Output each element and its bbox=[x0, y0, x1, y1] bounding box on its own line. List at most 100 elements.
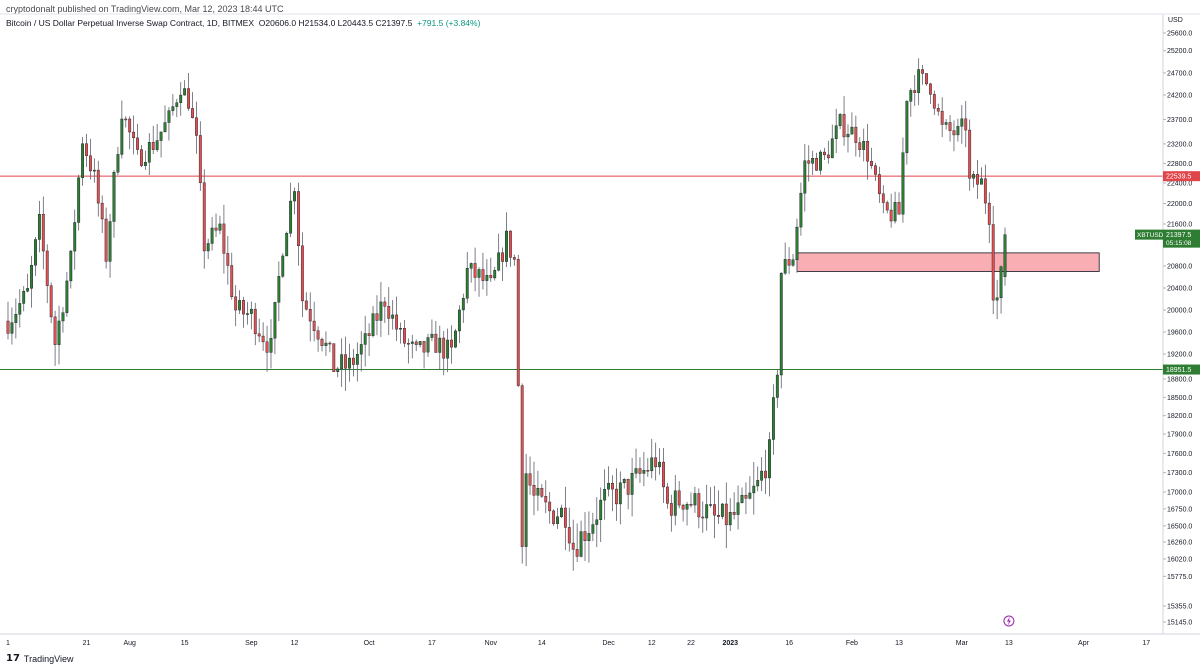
candle-down bbox=[151, 142, 155, 150]
candle-up bbox=[454, 330, 457, 348]
candle-down bbox=[611, 482, 614, 490]
candle-down bbox=[932, 94, 936, 109]
candle-down bbox=[304, 300, 308, 310]
candle-down bbox=[662, 461, 665, 488]
candle-up bbox=[740, 494, 744, 503]
y-tick-label: 18200.0 bbox=[1167, 413, 1192, 420]
candle-up bbox=[760, 470, 764, 481]
candle-down bbox=[921, 69, 924, 74]
x-tick-label: Aug bbox=[123, 640, 136, 647]
candle-down bbox=[387, 306, 391, 319]
candle-up bbox=[410, 341, 414, 344]
x-tick-label: 1 bbox=[6, 640, 10, 647]
candle-down bbox=[202, 182, 206, 252]
candle-up bbox=[752, 485, 756, 494]
candle-down bbox=[100, 202, 104, 220]
candle-down bbox=[654, 457, 658, 468]
candle-up bbox=[77, 177, 81, 223]
candle-down bbox=[646, 470, 650, 472]
candle-up bbox=[430, 333, 434, 338]
candle-up bbox=[477, 269, 481, 278]
candle-down bbox=[571, 542, 575, 550]
candle-down bbox=[858, 142, 862, 150]
candle-down bbox=[787, 259, 791, 266]
candle-down bbox=[874, 165, 877, 175]
candle-down bbox=[191, 108, 194, 118]
candle-up bbox=[273, 302, 277, 339]
candle-up bbox=[803, 160, 807, 194]
candle-up bbox=[281, 255, 285, 277]
candle-down bbox=[563, 507, 567, 528]
candle-up bbox=[26, 288, 30, 292]
candle-up bbox=[1003, 234, 1007, 277]
candle-up bbox=[972, 174, 976, 179]
candle-down bbox=[383, 301, 387, 307]
candle-down bbox=[677, 490, 681, 506]
bar-countdown: 05:15:08 bbox=[1166, 240, 1192, 247]
candle-down bbox=[940, 110, 944, 125]
candle-down bbox=[124, 118, 128, 121]
candle-up bbox=[838, 114, 842, 126]
resistance-price-label: 22539.5 bbox=[1166, 174, 1191, 181]
y-tick-label: 20400.0 bbox=[1167, 286, 1192, 293]
x-tick-label: 21 bbox=[83, 640, 91, 647]
candle-down bbox=[375, 313, 379, 321]
candle-down bbox=[489, 275, 493, 279]
last-price-tag bbox=[1163, 229, 1200, 248]
candle-down bbox=[344, 354, 347, 369]
candle-down bbox=[548, 501, 552, 512]
candle-up bbox=[108, 221, 112, 262]
x-tick-label: 15 bbox=[181, 640, 189, 647]
candle-up bbox=[336, 368, 340, 372]
candle-up bbox=[622, 479, 626, 484]
candle-up bbox=[591, 524, 595, 534]
candle-up bbox=[206, 243, 210, 252]
candle-up bbox=[210, 227, 214, 244]
candle-down bbox=[442, 337, 446, 359]
candle-up bbox=[34, 239, 37, 266]
candle-up bbox=[650, 457, 654, 472]
candle-up bbox=[830, 138, 834, 159]
y-tick-label: 24200.0 bbox=[1167, 93, 1192, 100]
candle-up bbox=[469, 263, 473, 269]
x-tick-label: 16 bbox=[785, 640, 793, 647]
candle-down bbox=[583, 531, 587, 542]
x-tick-label: Dec bbox=[602, 640, 615, 647]
x-tick-label: 17 bbox=[1142, 640, 1150, 647]
candle-down bbox=[434, 333, 438, 353]
candle-down bbox=[764, 470, 767, 479]
candle-down bbox=[297, 191, 300, 247]
x-tick-label: 2023 bbox=[722, 640, 738, 647]
candle-up bbox=[348, 357, 351, 369]
candle-up bbox=[720, 503, 724, 517]
candle-down bbox=[681, 504, 685, 510]
candle-up bbox=[775, 374, 779, 398]
candle-down bbox=[701, 516, 705, 519]
candle-down bbox=[987, 202, 991, 225]
candle-down bbox=[132, 131, 136, 139]
candle-up bbox=[340, 354, 344, 370]
candle-up bbox=[505, 230, 508, 262]
candle-down bbox=[936, 108, 940, 112]
candle-down bbox=[316, 330, 320, 340]
candle-down bbox=[913, 90, 917, 93]
candle-up bbox=[493, 269, 497, 279]
candle-down bbox=[128, 118, 132, 133]
candle-up bbox=[391, 314, 395, 319]
y-tick-label: 16500.0 bbox=[1167, 523, 1192, 530]
candle-up bbox=[446, 339, 450, 359]
candle-down bbox=[815, 158, 819, 171]
candle-up bbox=[771, 397, 775, 440]
candle-up bbox=[728, 512, 732, 526]
x-tick-label: 13 bbox=[1005, 640, 1013, 647]
candle-up bbox=[560, 507, 563, 517]
candle-up bbox=[693, 493, 697, 506]
candle-down bbox=[854, 126, 858, 143]
candle-up bbox=[277, 276, 281, 303]
y-tick-label: 22800.0 bbox=[1167, 161, 1192, 168]
candle-down bbox=[367, 333, 371, 336]
candle-down bbox=[473, 263, 477, 278]
x-tick-label: Mar bbox=[956, 640, 969, 647]
y-tick-label: 16020.0 bbox=[1167, 556, 1192, 563]
